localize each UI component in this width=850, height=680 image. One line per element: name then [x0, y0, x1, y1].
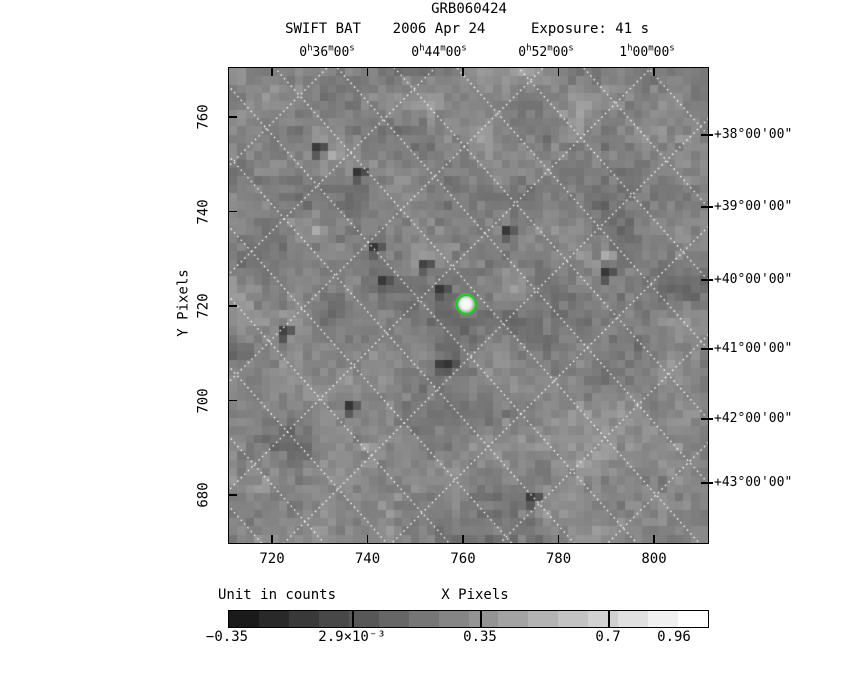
dec-axis-label: +38°00'00": [714, 127, 793, 142]
colorbar-step: [348, 611, 379, 627]
x-axis-title: X Pixels: [441, 587, 509, 603]
y-tick-label: 740: [195, 198, 212, 225]
subtitle-exposure: Exposure: 41 s: [530, 21, 650, 37]
dec-tick-mark: [701, 348, 713, 350]
x-tick-mark: [366, 535, 369, 543]
colorbar-step: [318, 611, 349, 627]
x-tick-label: 780: [545, 551, 572, 567]
x-tick-label: 740: [354, 551, 381, 567]
x-tick-label: 760: [450, 551, 476, 567]
x-tick-mark: [366, 68, 369, 76]
colorbar-step: [378, 611, 409, 627]
colorbar-label: 2.9×10⁻³: [318, 629, 386, 645]
colorbar-step: [468, 611, 499, 627]
colorbar-step: [648, 611, 679, 627]
y-tick-mark: [229, 116, 237, 118]
dec-axis-label: +41°00'00": [714, 341, 793, 356]
page-title: GRB060424: [431, 1, 507, 17]
y-tick-label: 760: [195, 104, 212, 130]
dec-tick-mark: [701, 482, 713, 484]
dec-axis-label: +39°00'00": [714, 199, 793, 214]
colorbar-step: [528, 611, 559, 627]
colorbar-tick: [480, 611, 482, 627]
x-tick-mark: [462, 535, 464, 543]
colorbar: [228, 610, 709, 628]
ra-axis-label: 0h52m00s: [518, 43, 574, 60]
dec-axis-label: +42°00'00": [714, 411, 793, 426]
colorbar-step: [558, 611, 589, 627]
colorbar-tick: [352, 611, 354, 627]
subtitle-instrument: SWIFT BAT: [285, 21, 361, 37]
plot-frame: [228, 67, 709, 544]
dec-axis-label: +43°00'00": [714, 475, 793, 490]
colorbar-label: 0.96: [657, 629, 691, 645]
y-tick-label: 680: [195, 482, 212, 508]
grb-source-marker: [455, 293, 477, 315]
dec-tick-mark: [701, 418, 713, 420]
y-tick-mark: [229, 494, 237, 496]
x-tick-mark: [653, 535, 655, 543]
x-tick-mark: [557, 68, 560, 76]
colorbar-step: [258, 611, 289, 627]
ra-axis-label: 0h36m00s: [299, 43, 355, 60]
colorbar-step: [498, 611, 529, 627]
dec-tick-mark: [701, 279, 713, 281]
x-tick-mark: [271, 68, 273, 76]
ra-axis-label: 0h44m00s: [411, 43, 467, 60]
x-tick-mark: [557, 535, 560, 543]
colorbar-step: [288, 611, 319, 627]
colorbar-step: [588, 611, 619, 627]
colorbar-label: −0.35: [205, 629, 249, 645]
y-tick-label: 700: [195, 387, 212, 414]
colorbar-unit-label: Unit in counts: [218, 587, 337, 603]
subtitle-date: 2006 Apr 24: [392, 21, 486, 37]
ra-axis-label: 1h00m00s: [619, 43, 675, 60]
colorbar-label: 0.35: [463, 629, 497, 645]
colorbar-step: [408, 611, 439, 627]
x-tick-mark: [271, 535, 273, 543]
colorbar-tick: [608, 611, 610, 627]
y-tick-label: 720: [195, 293, 212, 319]
dec-tick-mark: [701, 134, 713, 136]
y-tick-mark: [229, 399, 237, 402]
x-tick-label: 720: [259, 551, 285, 567]
colorbar-step: [438, 611, 469, 627]
x-tick-mark: [653, 68, 655, 76]
x-tick-mark: [462, 68, 464, 76]
y-tick-mark: [229, 210, 237, 213]
colorbar-step: [678, 611, 708, 627]
x-tick-label: 800: [641, 551, 667, 567]
y-axis-title: Y Pixels: [175, 269, 192, 337]
colorbar-step: [229, 611, 259, 627]
dec-tick-mark: [701, 206, 713, 208]
colorbar-label: 0.7: [595, 629, 621, 645]
y-tick-mark: [229, 305, 237, 307]
colorbar-step: [618, 611, 649, 627]
dec-axis-label: +40°00'00": [714, 272, 793, 287]
